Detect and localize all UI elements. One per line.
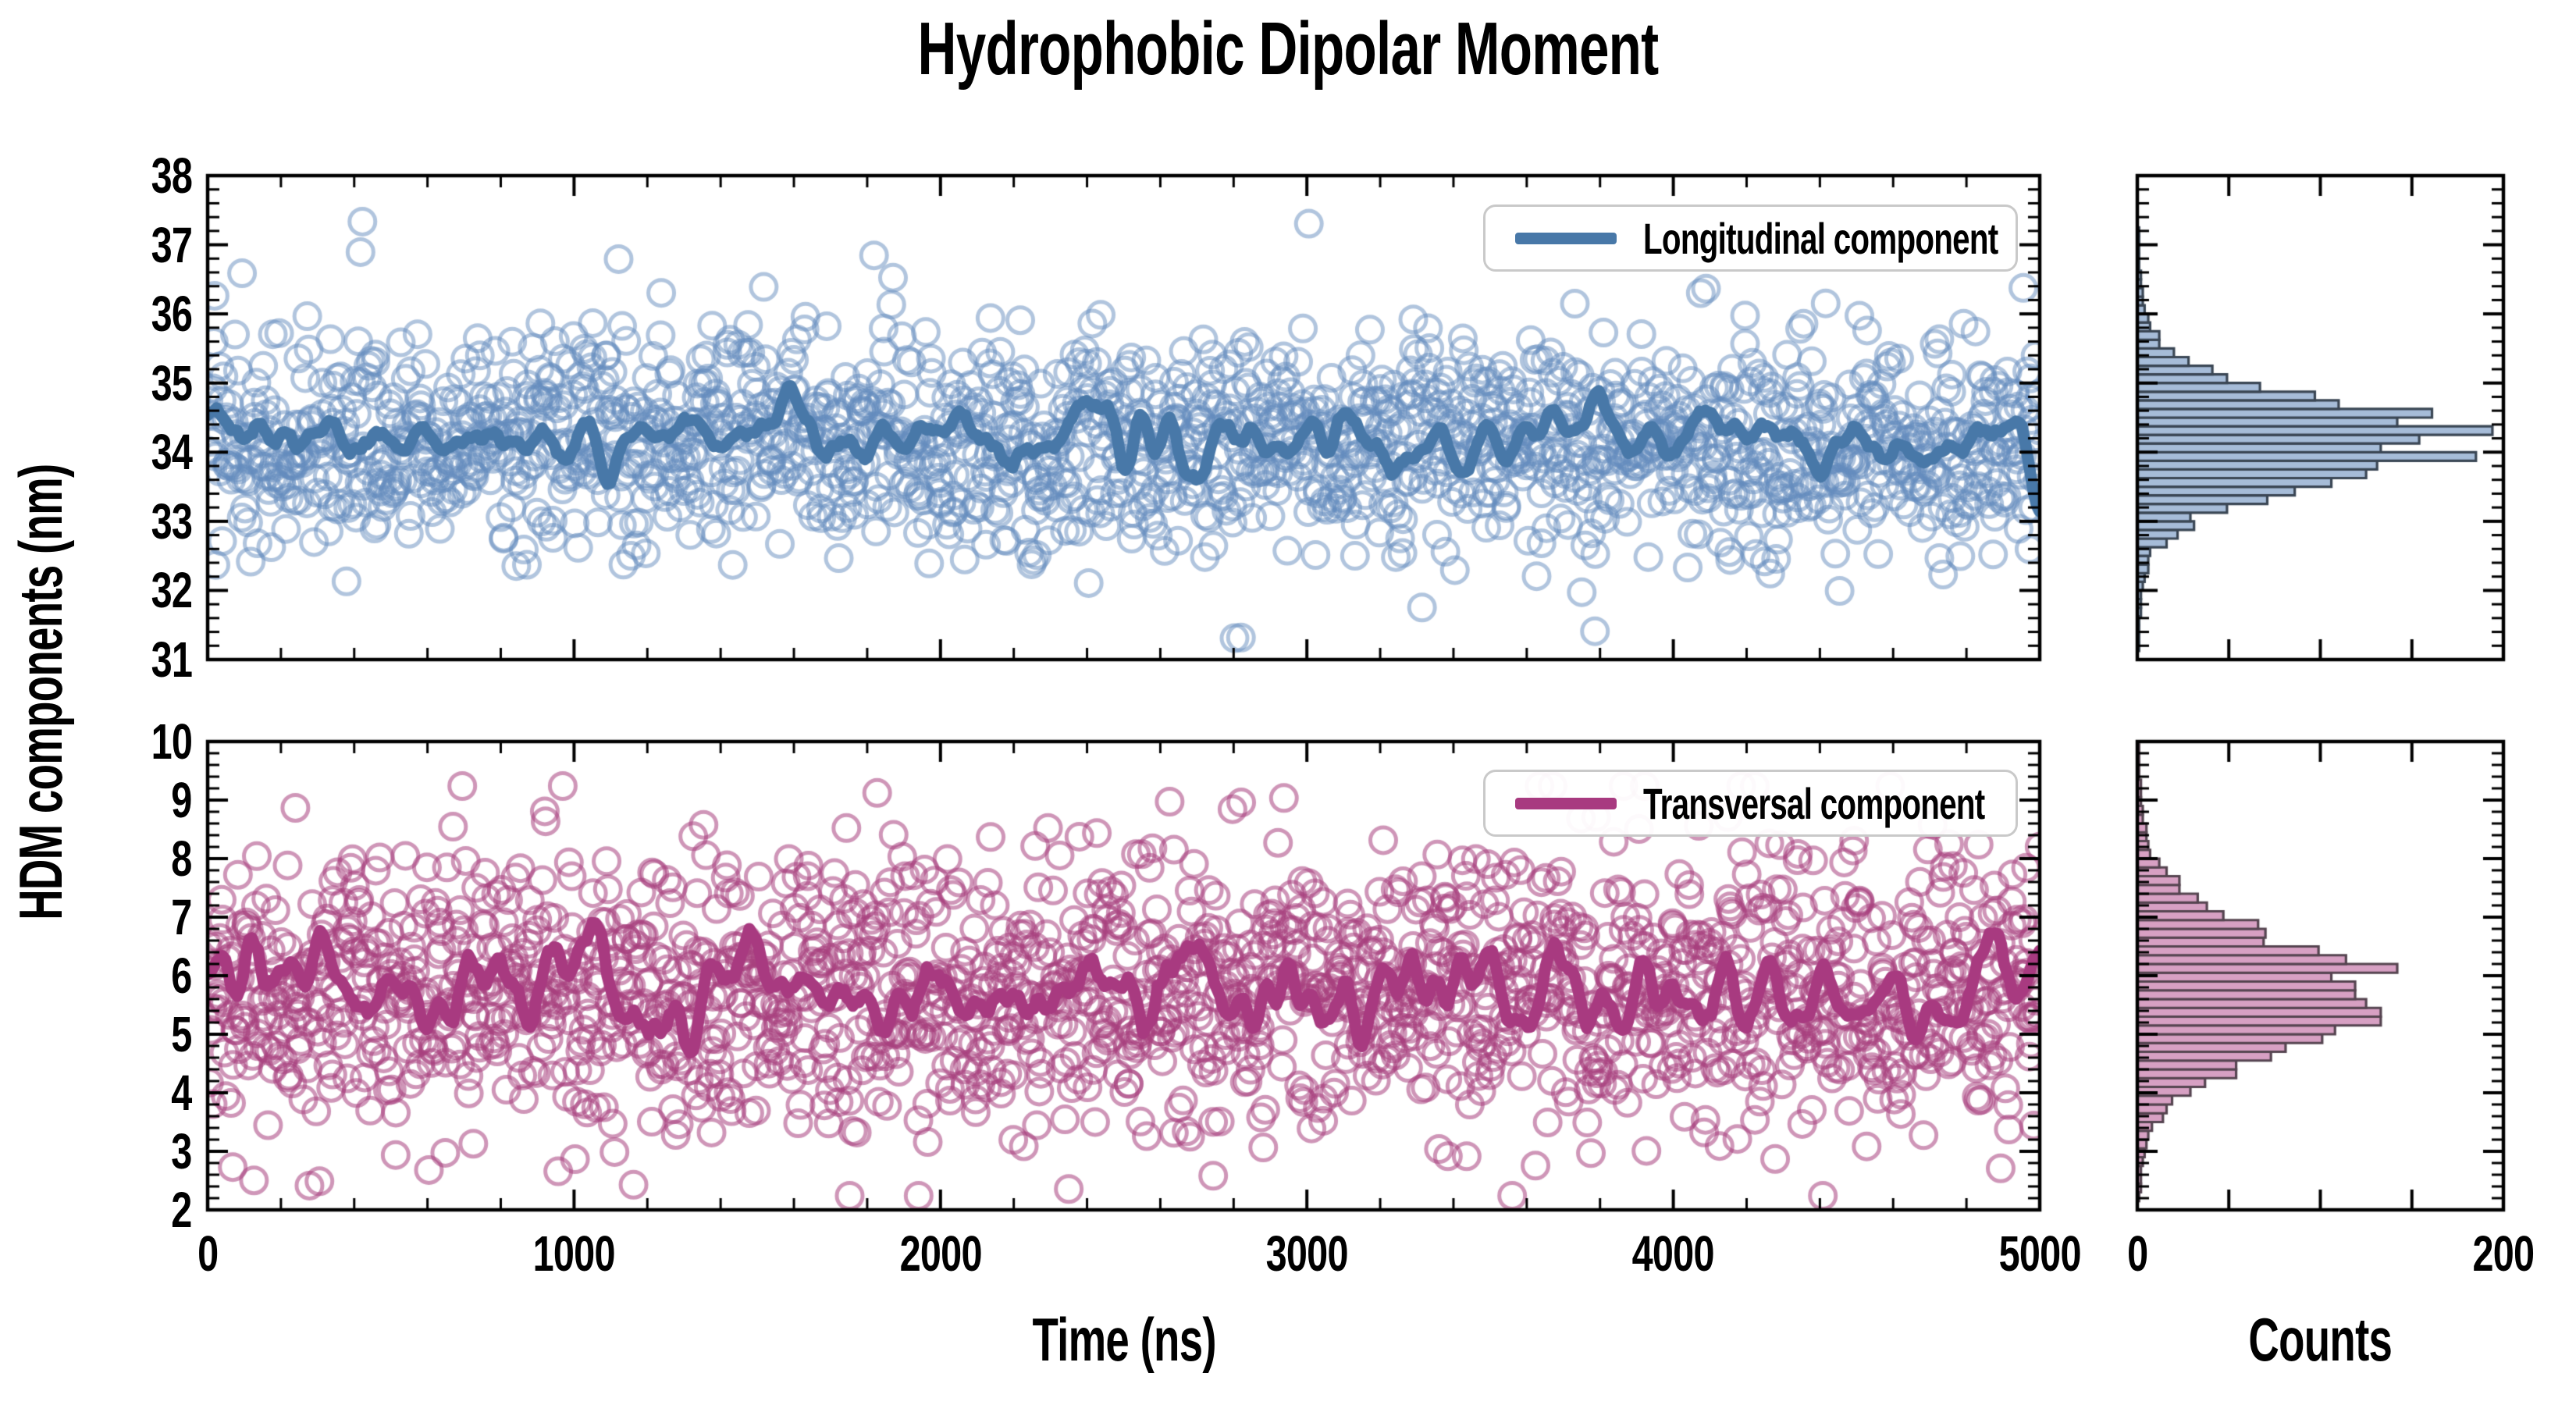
page-title: Hydrophobic Dipolar Moment [664,6,1912,92]
page-title-text: Hydrophobic Dipolar Moment [917,7,1660,91]
legend-transversal: Transversal component [1483,770,2018,837]
x-axis-label-time: Time (ns) [812,1300,1436,1378]
x-axis-label-counts: Counts [2008,1300,2576,1378]
transversal-line-swatch-icon [1515,797,1617,809]
x-axis-label-counts-text: Counts [2248,1305,2393,1374]
longitudinal-line-swatch-icon [1515,232,1617,244]
legend-longitudinal: Longitudinal component [1483,205,2018,272]
x-axis-label-time-text: Time (ns) [1032,1305,1216,1374]
y-axis-label: HDM components (nm) [2,224,80,1161]
legend-transversal-label: Transversal component [1643,778,1985,828]
legend-longitudinal-label: Longitudinal component [1643,213,1998,263]
y-axis-label-text: HDM components (nm) [6,464,75,921]
